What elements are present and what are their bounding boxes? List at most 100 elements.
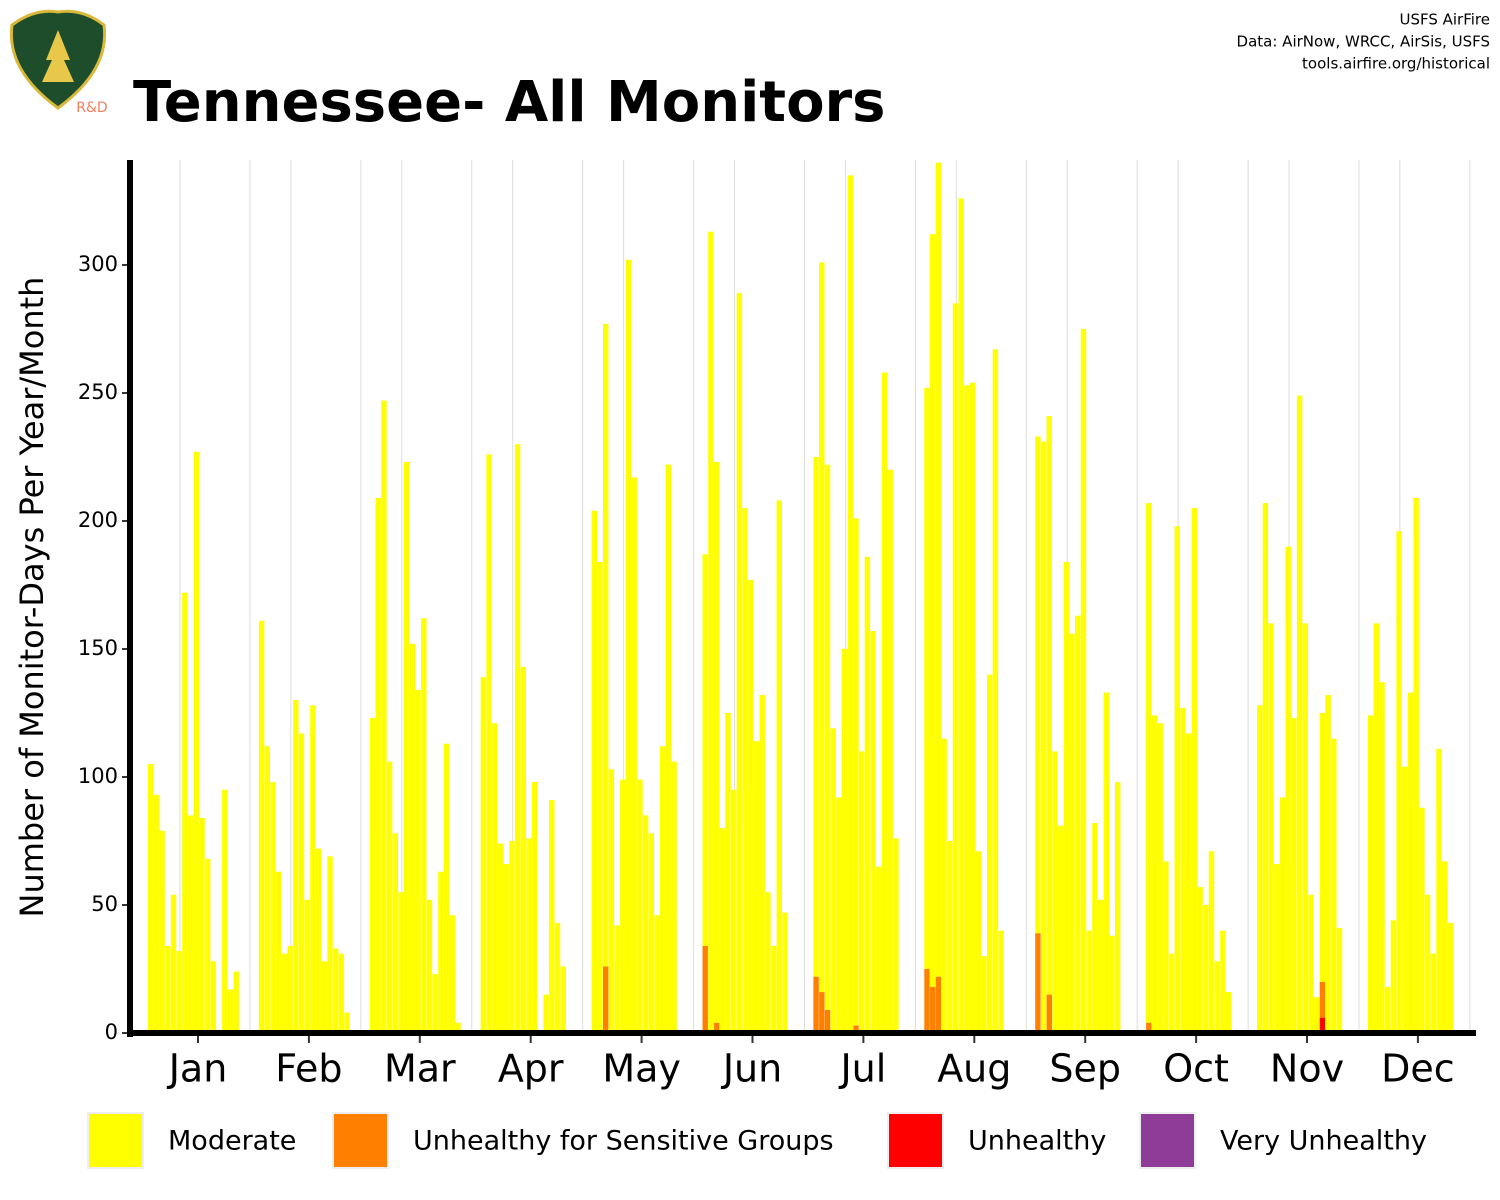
bar-segment <box>719 828 725 1033</box>
bar-segment <box>455 1022 461 1033</box>
bar-segment <box>443 743 450 1033</box>
bar-segment <box>654 915 660 1033</box>
bar-segment <box>1367 715 1374 1033</box>
bar-segment <box>725 712 731 1033</box>
bar-segment <box>432 974 438 1033</box>
bar-segment <box>321 961 327 1033</box>
bar-segment <box>1319 1017 1326 1033</box>
bar-segment <box>210 961 217 1033</box>
bar-segment <box>1214 961 1220 1033</box>
bar-segment <box>671 761 677 1033</box>
bar-segment <box>981 956 987 1033</box>
bar-segment <box>1069 633 1075 1033</box>
bar-segment <box>1180 707 1186 1033</box>
x-tick-label: Jan <box>167 1047 228 1091</box>
bar-segment <box>702 554 708 946</box>
bar-segment <box>824 464 831 1010</box>
bar-segment <box>281 953 288 1033</box>
credit: USFS AirFire <box>1399 11 1490 29</box>
x-tick-label: Aug <box>937 1047 1011 1091</box>
bar-segment <box>222 789 228 1033</box>
bar-segment <box>381 400 387 1034</box>
bar-segment <box>637 779 643 1033</box>
bar-segment <box>298 733 305 1033</box>
legend-label: Very Unhealthy <box>1220 1126 1427 1157</box>
bar-segment <box>813 976 819 1033</box>
bar-segment <box>1092 823 1098 1033</box>
bar-segment <box>193 451 199 1033</box>
bar-segment <box>1325 695 1331 1033</box>
bar-segment <box>176 951 182 1033</box>
bar-segment <box>327 856 333 1033</box>
bar-segment <box>1331 738 1337 1033</box>
bar-segment <box>1035 436 1041 934</box>
bar-segment <box>386 761 393 1033</box>
legend-label: Unhealthy for Sensitive Groups <box>413 1126 834 1157</box>
bar-segment <box>713 462 720 1023</box>
bar-segment <box>824 1009 831 1033</box>
bar-segment <box>964 385 970 1034</box>
bar-segment <box>520 666 526 1033</box>
bar-segment <box>1163 861 1169 1033</box>
bar-segment <box>404 462 410 1033</box>
legend-swatch <box>332 1112 389 1169</box>
bar-segment <box>748 579 754 1033</box>
bar-segment <box>392 833 398 1033</box>
bar-segment <box>415 689 421 1033</box>
credit: Data: AirNow, WRCC, AirSis, USFS <box>1237 33 1490 51</box>
bar-segment <box>1046 416 1052 995</box>
y-tick-label: 0 <box>105 1020 118 1044</box>
bar-segment <box>1174 526 1180 1033</box>
bar-segment <box>1115 782 1121 1033</box>
bar-segment <box>1157 723 1163 1033</box>
y-tick-label: 300 <box>78 252 118 276</box>
bar-segment <box>731 789 737 1033</box>
legend-swatch <box>887 1112 944 1169</box>
bar-segment <box>958 198 964 1034</box>
bar-segment <box>702 945 708 1033</box>
y-tick-label: 150 <box>78 636 118 660</box>
bar-segment <box>935 162 942 977</box>
x-tick-label: Mar <box>384 1047 456 1091</box>
bar-segment <box>1103 692 1109 1033</box>
bar-segment <box>853 1025 859 1033</box>
bar-segment <box>782 912 788 1033</box>
bar-segment <box>924 968 930 1033</box>
bar-segment <box>503 864 509 1033</box>
credit: tools.airfire.org/historical <box>1302 55 1490 73</box>
bar-segment <box>1220 930 1226 1033</box>
bar-segment <box>409 643 416 1033</box>
x-tick-label: Feb <box>275 1047 342 1091</box>
bar-segment <box>870 631 876 1033</box>
bar-segment <box>153 794 160 1033</box>
bar-segment <box>1168 953 1175 1033</box>
bar-segment <box>893 838 899 1033</box>
x-tick-label: Nov <box>1270 1047 1344 1091</box>
bar-segment <box>1430 953 1436 1033</box>
legend-label: Moderate <box>168 1126 296 1157</box>
bar-segment <box>1308 894 1314 1033</box>
bar-segment <box>344 1012 350 1033</box>
bar-segment <box>759 695 765 1033</box>
bar-segment <box>887 469 893 1034</box>
bar-segment <box>526 838 532 1033</box>
bar-segment <box>333 948 339 1033</box>
bar-segment <box>631 477 637 1033</box>
bar-segment <box>992 349 999 1033</box>
bar-segment <box>492 723 498 1033</box>
bar-segment <box>304 899 310 1033</box>
bar-segment <box>1151 715 1158 1033</box>
bar-segment <box>1208 851 1215 1033</box>
bar-segment <box>1442 861 1448 1033</box>
bar-segment <box>765 892 771 1033</box>
bar-segment <box>876 866 882 1033</box>
bar-segment <box>608 769 615 1033</box>
bar-segment <box>998 930 1004 1033</box>
bar-segment <box>1262 503 1269 1033</box>
bar-segment <box>227 989 234 1033</box>
bar-segment <box>1040 441 1047 1033</box>
bar-segment <box>853 518 859 1026</box>
bar-segment <box>1058 825 1064 1033</box>
bar-segment <box>648 833 654 1033</box>
